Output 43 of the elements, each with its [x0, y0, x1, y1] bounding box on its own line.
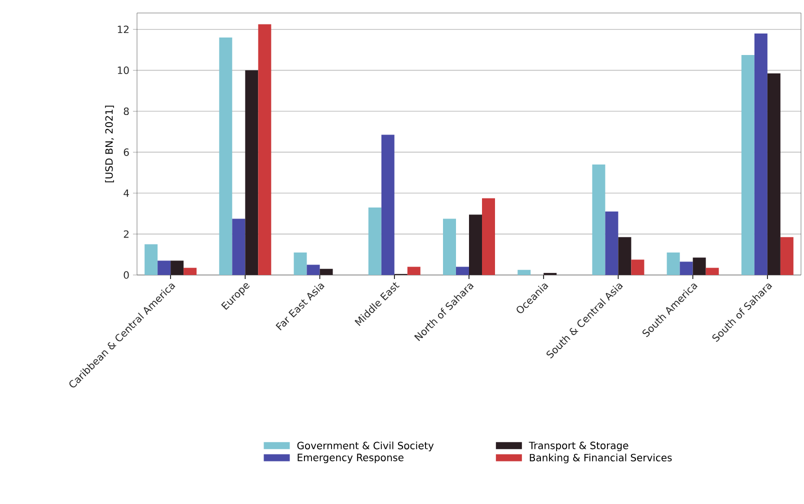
y-tick-label: 10: [118, 66, 129, 74]
bar: [780, 237, 794, 275]
y-axis-title: [USD BN, 2021]: [105, 106, 114, 182]
y-tick-label: 2: [124, 230, 128, 238]
bar: [605, 212, 618, 275]
bar: [306, 264, 320, 275]
legend-label: Emergency Response: [298, 454, 404, 464]
bar: [219, 38, 232, 275]
bar: [767, 73, 780, 275]
y-tick-label: 6: [124, 148, 129, 156]
bar: [618, 237, 632, 275]
bar: [592, 164, 606, 275]
bar: [482, 198, 496, 275]
bar: [706, 268, 719, 275]
bar: [320, 268, 333, 275]
bar: [741, 54, 754, 275]
y-tick-label: 8: [124, 107, 129, 116]
bar: [456, 266, 470, 275]
bar: [170, 260, 184, 275]
bar: [245, 70, 258, 275]
bar: [144, 244, 158, 275]
legend-label: Transport & Storage: [528, 442, 628, 452]
bar: [407, 266, 420, 275]
bar: [518, 270, 531, 275]
bar: [754, 33, 768, 275]
bar: [232, 218, 246, 275]
bar: [258, 24, 272, 275]
legend-label: Banking & Financial Services: [530, 454, 672, 464]
bar: [158, 260, 171, 275]
bar: [184, 268, 197, 275]
bar: [381, 134, 394, 275]
y-tick-label: 4: [124, 189, 129, 197]
y-tick-label: 0: [124, 271, 129, 279]
bar: [631, 260, 644, 275]
legend-label: Government & Civil Society: [297, 442, 434, 452]
bar: [692, 258, 706, 275]
bar: [680, 262, 693, 275]
y-tick-label: 12: [118, 26, 128, 34]
bar: [368, 207, 382, 275]
bar: [666, 252, 680, 275]
bar: [443, 218, 456, 275]
bar: [469, 214, 482, 275]
bar: [294, 252, 307, 275]
